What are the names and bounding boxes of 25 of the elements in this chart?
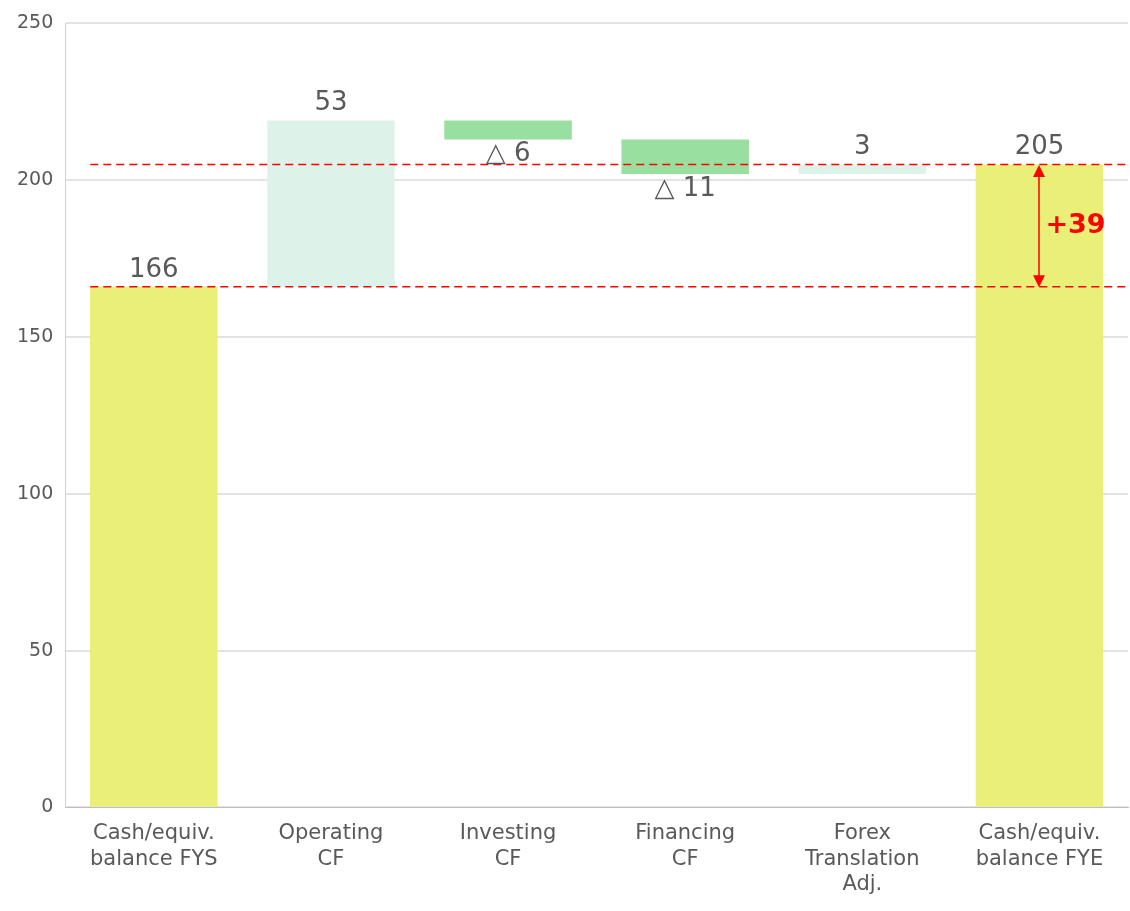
data-label: 3: [854, 130, 871, 161]
x-tick-label: Cash/equiv. balance FYS: [90, 820, 218, 870]
bar: [798, 164, 927, 174]
data-label: 205: [1014, 130, 1065, 161]
x-tick-label: Operating CF: [278, 820, 384, 870]
x-tick-label: Investing CF: [459, 820, 557, 870]
y-tick-label: 50: [29, 637, 54, 660]
data-label: 53: [314, 86, 348, 117]
y-tick-label: 250: [17, 10, 54, 33]
data-label: △ 6: [485, 137, 531, 168]
y-tick-label: 0: [41, 794, 54, 817]
bar: [90, 286, 218, 807]
x-tick-label: Financing CF: [635, 820, 736, 870]
y-tick-label: 100: [17, 480, 54, 503]
bar: [975, 164, 1104, 807]
y-tick-label: 200: [17, 167, 54, 190]
bar: [267, 120, 395, 287]
bar: [621, 139, 749, 174]
x-tick-label: Forex Translation Adj.: [804, 820, 920, 895]
bar: [444, 120, 572, 140]
data-label: △ 11: [654, 171, 716, 202]
annotation: +39: [1045, 207, 1106, 239]
x-tick-label: Cash/equiv. balance FYE: [975, 820, 1104, 870]
y-tick-label: 150: [17, 323, 54, 346]
data-label: 166: [129, 252, 179, 283]
